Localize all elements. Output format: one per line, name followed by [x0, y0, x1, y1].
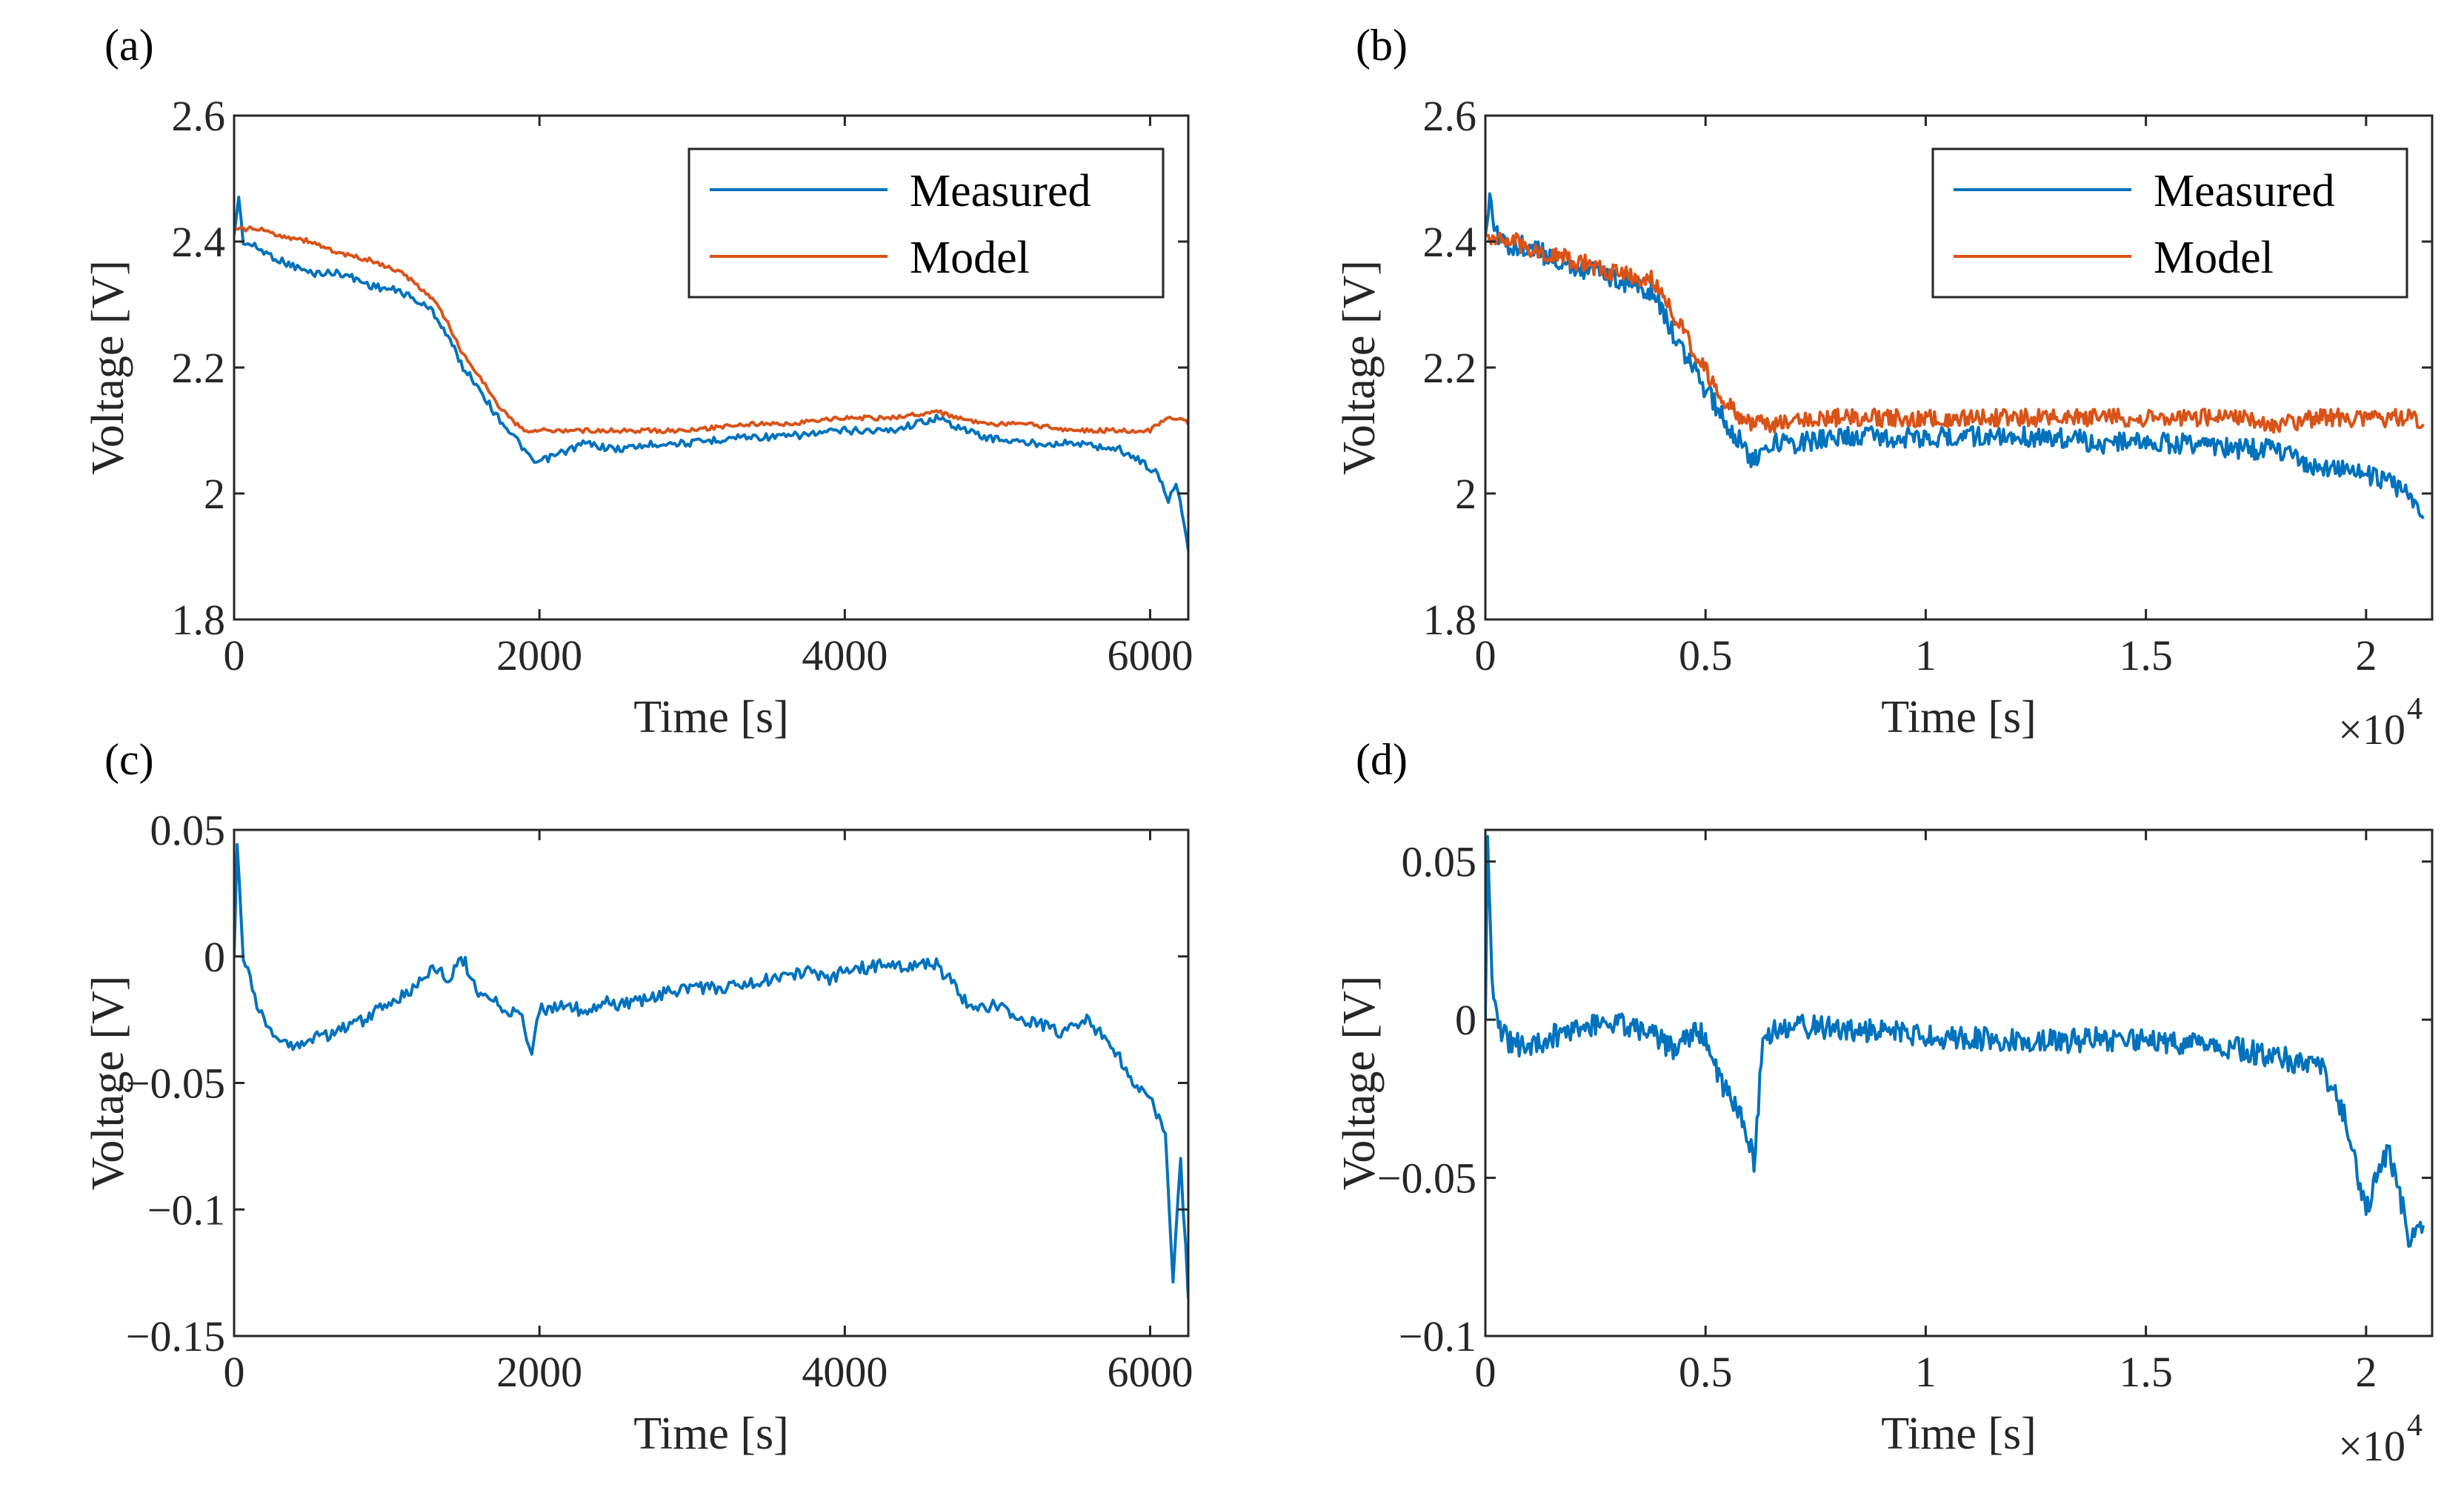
x-axis-label: Time [s]	[1881, 1409, 2037, 1459]
x-tick-label: 1.5	[2119, 1348, 2173, 1396]
panel-letter: (b)	[1356, 21, 1408, 70]
y-tick-label: 0.05	[150, 806, 226, 854]
y-tick-label: 2.4	[1423, 218, 1477, 266]
x-axis-label: Time [s]	[633, 1409, 789, 1459]
y-tick-label: 1.8	[172, 596, 226, 644]
panel-c: 0 2000 4000 6000 −0.15 −0.1 −0.05 0 0.05 Time [s]…	[83, 735, 1193, 1459]
series-line-measured	[1485, 192, 2425, 519]
y-tick-label: 2.2	[172, 344, 226, 392]
y-axis-label: Voltage [V]	[1334, 976, 1385, 1191]
panel-letter: (d)	[1356, 735, 1408, 784]
y-tick-label: 0.05	[1402, 838, 1477, 886]
x-tick-label: 0	[1475, 631, 1496, 679]
y-tick-label: 2.2	[1423, 344, 1477, 392]
panel-letter: (a)	[104, 21, 154, 70]
x-tick-label: 0	[224, 1348, 245, 1396]
x-multiplier: ×10	[2338, 705, 2405, 754]
y-tick-label: −0.15	[126, 1312, 225, 1360]
series-line-model	[1485, 231, 2425, 434]
legend-box	[1931, 147, 2408, 299]
y-tick-label: 2.6	[1423, 92, 1477, 140]
x-axis-label: Time [s]	[1881, 692, 2037, 742]
legend-label-measured: Measured	[2154, 166, 2334, 216]
x-tick-label: 1	[1915, 631, 1937, 679]
axes-box	[233, 828, 1190, 1337]
y-axis-label: Voltage [V]	[83, 260, 133, 475]
x-tick-label: 4000	[802, 1348, 888, 1396]
x-tick-label: 0.5	[1679, 1348, 1733, 1396]
y-tick-label: −0.1	[147, 1186, 225, 1234]
x-axis-label: Time [s]	[633, 692, 789, 742]
x-multiplier-exponent: 4	[2407, 692, 2423, 726]
y-tick-label: 2	[204, 470, 225, 518]
y-tick-label: 1.8	[1423, 596, 1477, 644]
legend: Measured Model	[1931, 147, 2408, 299]
panel-b: 0 0.5 1 1.5 2 1.8 2 2.2 2.4 2.6 Time [s] Voltage [V…	[1334, 21, 2434, 754]
y-tick-label: 0	[1455, 996, 1476, 1044]
x-tick-label: 2	[2355, 1348, 2377, 1396]
x-tick-label: 2000	[496, 631, 582, 679]
x-tick-label: 1.5	[2119, 631, 2173, 679]
legend-label-model: Model	[910, 233, 1030, 283]
x-tick-label: 6000	[1107, 1348, 1193, 1396]
x-tick-label: 4000	[802, 631, 888, 679]
x-tick-label: 2000	[496, 1348, 582, 1396]
x-tick-label: 0	[1475, 1348, 1496, 1396]
legend-box	[687, 147, 1165, 299]
y-tick-label: 2.6	[172, 92, 226, 140]
y-axis-label: Voltage [V]	[1334, 260, 1385, 475]
panel-a: 0 2000 4000 6000 1.8 2 2.2 2.4 2.6 Time [s] Voltag…	[83, 21, 1193, 742]
series-line-measured	[234, 196, 1188, 551]
series-line-model	[234, 225, 1188, 434]
y-tick-label: −0.1	[1399, 1312, 1476, 1360]
y-tick-label: −0.05	[126, 1060, 225, 1108]
panel-letter: (c)	[104, 735, 154, 784]
x-multiplier: ×10	[2338, 1422, 2405, 1470]
axes-box	[1484, 828, 2434, 1337]
legend-label-model: Model	[2154, 233, 2274, 283]
x-tick-label: 2	[2355, 631, 2377, 679]
series-line-error	[234, 842, 1188, 1298]
series-line-error	[1485, 834, 2425, 1248]
x-tick-label: 1	[1915, 1348, 1937, 1396]
y-tick-label: −0.05	[1377, 1154, 1476, 1203]
y-tick-label: 0	[204, 933, 225, 981]
y-axis-label: Voltage [V]	[83, 976, 133, 1191]
x-multiplier-exponent: 4	[2407, 1409, 2423, 1443]
panel-d: 0 0.5 1 1.5 2 −0.1 −0.05 0 0.05 Time [s] Voltage […	[1334, 735, 2434, 1470]
x-tick-label: 6000	[1107, 631, 1193, 679]
x-tick-label: 0	[224, 631, 245, 679]
y-tick-label: 2	[1455, 470, 1476, 518]
legend: Measured Model	[687, 147, 1165, 299]
x-tick-label: 0.5	[1679, 631, 1733, 679]
y-tick-label: 2.4	[172, 218, 226, 266]
legend-label-measured: Measured	[910, 166, 1091, 216]
